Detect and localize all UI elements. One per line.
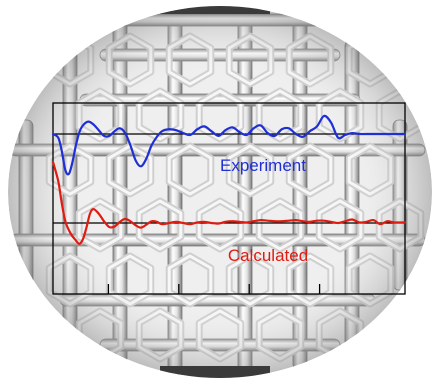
cage-hexagon-highlight [377, 309, 423, 361]
cage-shading [8, 6, 432, 378]
cage-top-cap [160, 6, 270, 14]
series-line-calculated [51, 161, 407, 245]
series-layer [51, 114, 407, 245]
plot-frame [52, 102, 406, 295]
series-line-experiment [51, 114, 407, 176]
series-labels: Experiment Calculated [220, 156, 308, 265]
fullerene-cage-background [8, 6, 432, 378]
series-label-experiment: Experiment [220, 156, 306, 175]
series-label-calculated: Calculated [228, 246, 308, 265]
cage-bottom-cap [160, 366, 270, 378]
cage-hexagon [375, 307, 425, 363]
x-axis [107, 284, 321, 294]
